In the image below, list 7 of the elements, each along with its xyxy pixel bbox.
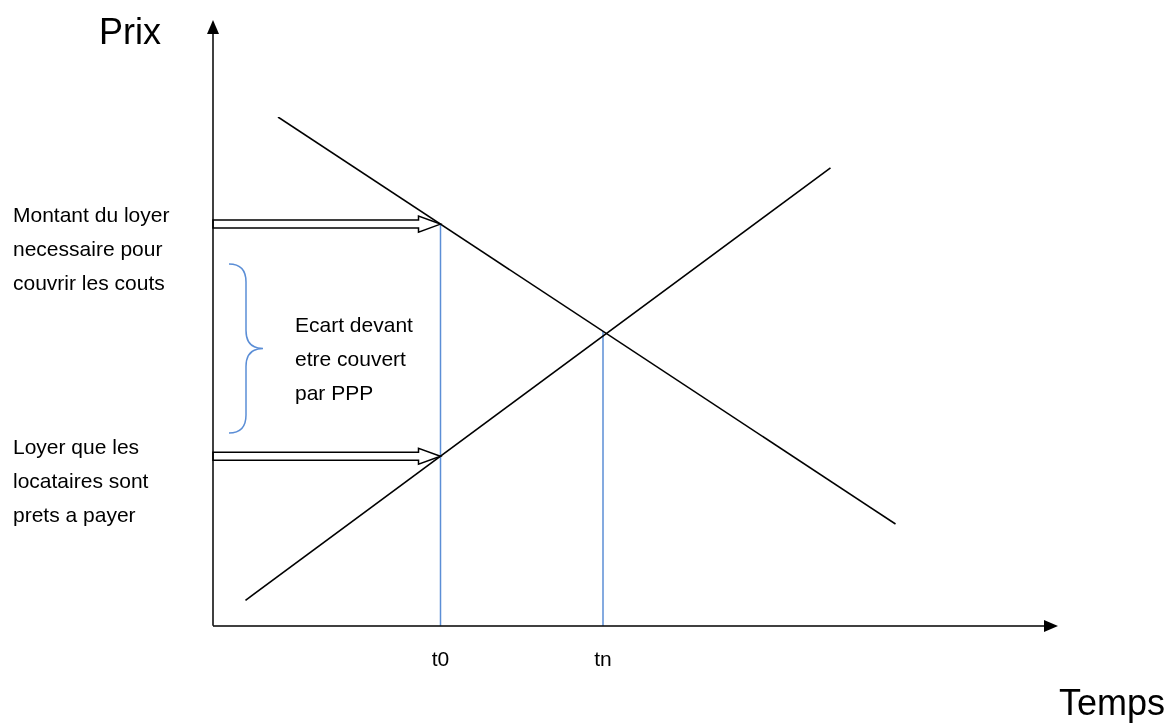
y-axis-title: Prix: [99, 10, 161, 52]
x-axis-title: Temps: [1058, 681, 1165, 723]
text: Loyer que les locataires sont prets a payer: [13, 435, 149, 526]
annotation: Ecart devant etre couvert par PPP: [295, 313, 414, 405]
x-tick-label: t0: [431, 647, 450, 671]
x-tick-label: tn: [594, 647, 612, 671]
text: Montant du loyer necessaire pour couvrir les couts: [13, 202, 170, 294]
